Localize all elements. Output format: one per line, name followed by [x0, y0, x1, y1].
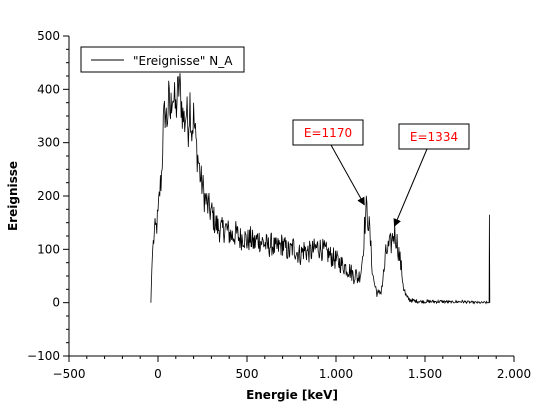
- y-tick-label: 500: [37, 29, 60, 43]
- y-tick-label: 100: [37, 242, 60, 256]
- x-tick-label: 1.000: [319, 367, 353, 381]
- annotation: E=1170: [292, 119, 365, 206]
- annotation-box: [292, 119, 364, 146]
- legend-box: [80, 46, 245, 73]
- annotation-arrow: [393, 148, 428, 227]
- series-layer: [150, 73, 491, 305]
- x-tick-label: 1.500: [408, 367, 442, 381]
- y-axis-label: Ereignisse: [6, 161, 20, 231]
- x-tick-label: −500: [53, 367, 86, 381]
- legend: "Ereignisse" N_A: [80, 46, 245, 73]
- annotation-label: E=1334: [410, 130, 458, 144]
- annotation-label: E=1170: [304, 126, 352, 140]
- annotation-box: [398, 123, 470, 150]
- axes: −500 0 500 1.000 1.500 2.000 −100 0 100 200 300 400…: [27, 29, 531, 381]
- annotation: E=1334: [393, 123, 470, 227]
- x-tick-label: 500: [236, 367, 259, 381]
- annotation-arrow: [330, 144, 365, 206]
- y-tick-label: 300: [37, 136, 60, 150]
- annotation-layer: E=1170 E=1334: [292, 119, 470, 227]
- y-tick-label: −100: [27, 349, 60, 363]
- x-tick-label: 2.000: [497, 367, 531, 381]
- series-line: [150, 73, 491, 305]
- y-tick-label: 200: [37, 189, 60, 203]
- y-tick-label: 0: [52, 296, 60, 310]
- y-tick-label: 400: [37, 82, 60, 96]
- x-tick-label: 0: [154, 367, 162, 381]
- legend-label: "Ereignisse" N_A: [133, 54, 233, 68]
- x-axis-label: Energie [keV]: [246, 388, 338, 402]
